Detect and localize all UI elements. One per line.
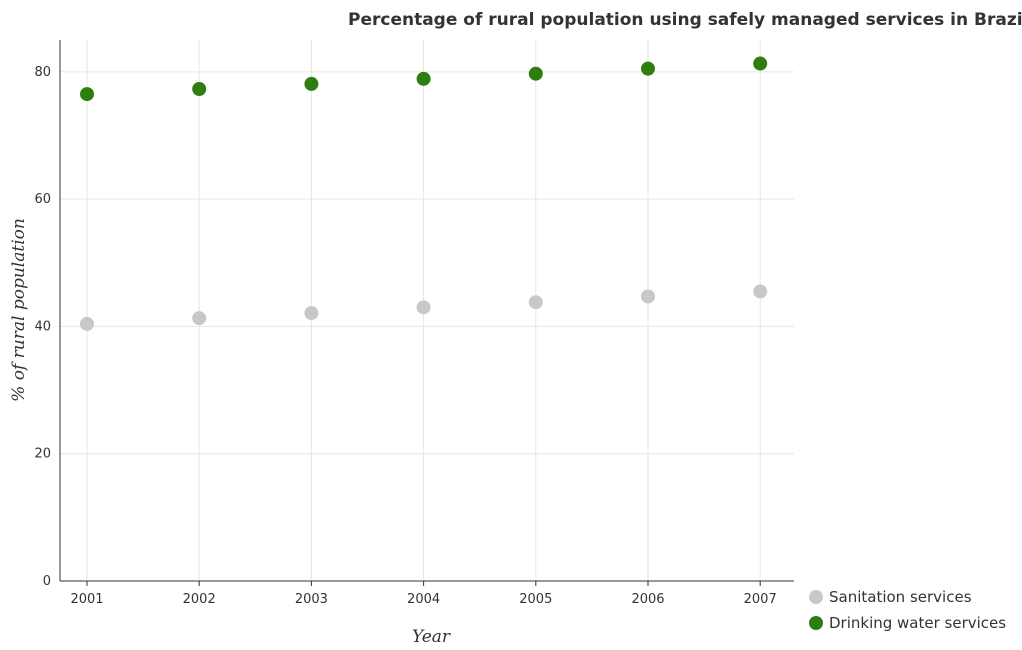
legend-label: Drinking water services <box>829 614 1006 632</box>
x-tick-label: 2006 <box>631 592 664 607</box>
x-tick-label: 2002 <box>183 592 216 607</box>
drinking-water-point <box>80 87 94 102</box>
sanitation-point <box>416 300 431 315</box>
data-points <box>80 56 768 331</box>
drinking-water-point <box>528 66 543 81</box>
sanitation-point <box>753 284 768 299</box>
drinking-water-point <box>192 82 207 97</box>
sanitation-point <box>192 311 207 326</box>
x-tick-label: 2007 <box>744 592 777 607</box>
chart-title: Percentage of rural population using saf… <box>348 10 1022 30</box>
legend-marker <box>809 590 823 604</box>
sanitation-point <box>304 306 319 321</box>
sanitation-point <box>528 295 543 310</box>
legend: Sanitation services Drinking water servic… <box>809 588 1006 632</box>
x-tick-label: 2004 <box>407 592 440 607</box>
y-tick-label: 40 <box>34 319 51 334</box>
x-axis-title: Year <box>412 627 451 647</box>
y-tick-label: 20 <box>34 447 51 462</box>
grid <box>60 40 794 582</box>
legend-label: Sanitation services <box>829 588 972 606</box>
y-axis-title: % of rural population <box>9 218 29 402</box>
axes: 0 20 40 60 80 2001 2002 2003 2004 2005 2006 2007 <box>34 40 794 607</box>
x-tick-label: 2001 <box>70 592 103 607</box>
drinking-water-point <box>641 61 655 76</box>
legend-marker <box>809 616 823 630</box>
x-tick-label: 2003 <box>295 592 328 607</box>
sanitation-point <box>641 289 655 304</box>
drinking-water-point <box>753 56 768 71</box>
y-tick-label: 80 <box>34 65 51 80</box>
drinking-water-point <box>416 71 431 86</box>
y-tick-label: 0 <box>43 574 51 589</box>
y-tick-label: 60 <box>34 192 51 207</box>
sanitation-point <box>80 316 94 331</box>
drinking-water-point <box>304 76 319 91</box>
x-tick-label: 2005 <box>519 592 552 607</box>
